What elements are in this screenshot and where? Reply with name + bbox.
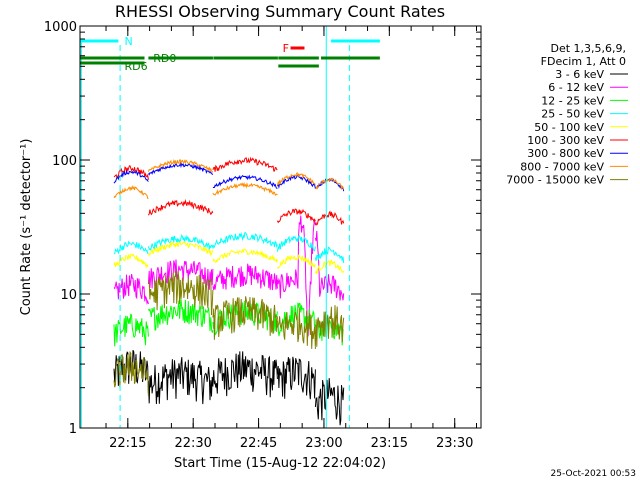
legend-label: 300 - 800 keV — [527, 147, 604, 160]
legend: Det 1,3,5,6,9,FDecim 1, Att 03 - 6 keV6 … — [506, 42, 628, 187]
y-axis-ticks: 1 10 100 1000 — [44, 20, 481, 437]
annotation-f: F — [283, 42, 289, 55]
annotation-rd6: RD6 — [124, 60, 147, 73]
legend-label: 100 - 300 keV — [527, 134, 604, 147]
plot-frame — [79, 25, 482, 429]
legend-label: 25 - 50 keV — [541, 108, 604, 121]
y-tick-label: 10 — [60, 288, 77, 303]
series-line — [113, 158, 345, 200]
annotation-n: N — [124, 35, 132, 48]
y-tick-label: 1000 — [44, 20, 77, 35]
series-line — [113, 215, 345, 337]
footer-date: 25-Oct-2021 00:53 — [551, 469, 636, 479]
x-axis-label: Start Time (15-Aug-12 22:04:02) — [174, 456, 386, 471]
annotation-rd0: RD0 — [153, 52, 176, 65]
x-tick-label: 23:15 — [371, 436, 408, 451]
x-tick-label: 22:45 — [240, 436, 277, 451]
x-tick-label: 23:30 — [436, 436, 473, 451]
legend-label: 800 - 7000 keV — [520, 160, 604, 173]
series-line — [113, 270, 345, 396]
legend-header: Det 1,3,5,6,9, — [550, 42, 626, 55]
series-line — [113, 161, 345, 192]
legend-label: 6 - 12 keV — [548, 81, 604, 94]
series-line — [113, 156, 345, 226]
x-axis-ticks: 22:15 22:30 22:45 23:00 23:15 23:30 — [105, 26, 478, 451]
legend-label: 3 - 6 keV — [555, 68, 604, 81]
annotation-bars: N F RD0 RD6 — [80, 26, 380, 428]
x-tick-label: 22:15 — [109, 436, 146, 451]
legend-label: 12 - 25 keV — [541, 94, 604, 107]
y-tick-label: 100 — [52, 154, 77, 169]
series-line — [113, 240, 345, 275]
series-traces — [113, 156, 345, 426]
legend-label: 7000 - 15000 keV — [506, 174, 604, 187]
chart-title: RHESSI Observing Summary Count Rates — [115, 2, 445, 21]
legend-label: 50 - 100 keV — [534, 121, 604, 134]
legend-header: FDecim 1, Att 0 — [541, 55, 626, 68]
series-line — [113, 232, 345, 264]
x-tick-label: 22:30 — [174, 436, 211, 451]
y-axis-label: Count Rate (s⁻¹ detector⁻¹) — [19, 139, 34, 316]
y-tick-label: 1 — [69, 422, 77, 437]
x-tick-label: 23:00 — [305, 436, 342, 451]
